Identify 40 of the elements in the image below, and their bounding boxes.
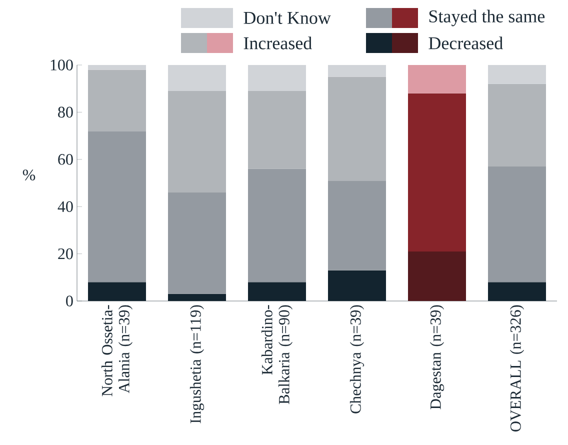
y-tick-label: 20 bbox=[58, 248, 73, 260]
bar bbox=[248, 90, 306, 169]
bar bbox=[328, 180, 386, 270]
legend-label: Stayed the same bbox=[429, 10, 545, 26]
bar bbox=[488, 84, 546, 166]
bar bbox=[328, 76, 386, 181]
bar bbox=[88, 282, 146, 301]
x-tick-label: Kabardino-Balkaria (n=90) bbox=[261, 305, 293, 404]
x-tick-label: Dagestan (n=39) bbox=[430, 305, 444, 410]
bar bbox=[408, 65, 466, 94]
legend-label: Decreased bbox=[428, 36, 503, 50]
bar bbox=[88, 65, 146, 70]
legend-label: Increased bbox=[244, 36, 312, 50]
bar bbox=[408, 93, 466, 252]
bar bbox=[328, 65, 386, 77]
bar bbox=[168, 90, 226, 192]
y-axis-title: % bbox=[22, 170, 36, 180]
bar bbox=[488, 65, 546, 84]
bar bbox=[488, 282, 546, 301]
bar bbox=[168, 294, 226, 301]
bar bbox=[408, 251, 466, 301]
x-tick-label: Chechnya (n=39) bbox=[350, 305, 364, 414]
x-tick-label: North Ossetia-Alania (n=39) bbox=[101, 305, 133, 396]
y-tick-label: 40 bbox=[58, 201, 73, 212]
bar bbox=[248, 282, 306, 301]
legend-label: Don't Know bbox=[244, 12, 331, 24]
x-tick-label: Ingushetia (n=119) bbox=[190, 305, 204, 424]
y-tick-label: 60 bbox=[58, 154, 73, 165]
bar bbox=[248, 65, 306, 91]
y-tick-label: 0 bbox=[66, 296, 73, 306]
bar bbox=[88, 131, 146, 282]
bar bbox=[488, 166, 546, 282]
y-tick-label: 80 bbox=[58, 106, 73, 118]
bar bbox=[168, 192, 226, 294]
bar bbox=[328, 270, 386, 301]
bar bbox=[168, 65, 226, 91]
bar bbox=[88, 70, 146, 132]
bar bbox=[248, 168, 306, 282]
x-tick-label: OVERALL (n=326) bbox=[510, 305, 524, 432]
y-tick-label: 100 bbox=[50, 60, 73, 70]
